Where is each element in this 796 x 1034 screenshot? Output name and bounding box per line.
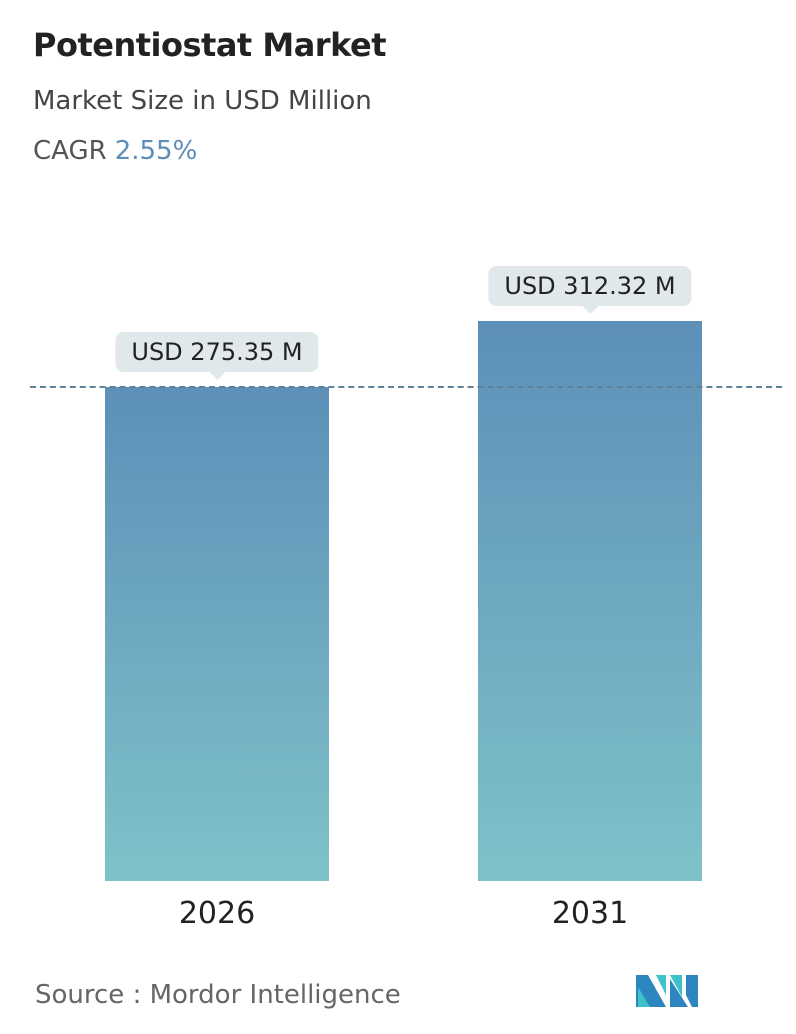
chart-title: Potentiostat Market [33, 26, 386, 64]
data-label: USD 275.35 M [115, 332, 319, 381]
reference-line [30, 386, 782, 389]
bar-2031 [478, 320, 702, 881]
cagr-label: CAGR [33, 136, 107, 166]
mordor-logo-icon [636, 975, 698, 1007]
x-tick-label: 2031 [551, 896, 629, 931]
x-tick-label: 2026 [178, 896, 256, 931]
data-label: USD 312.32 M [488, 265, 692, 314]
cagr-value: 2.55% [114, 136, 198, 166]
cagr: CAGR 2.55% [33, 136, 197, 166]
chart-subtitle: Market Size in USD Million [33, 86, 372, 116]
bar-2026 [105, 387, 329, 881]
source-text: Source : Mordor Intelligence [35, 980, 401, 1010]
